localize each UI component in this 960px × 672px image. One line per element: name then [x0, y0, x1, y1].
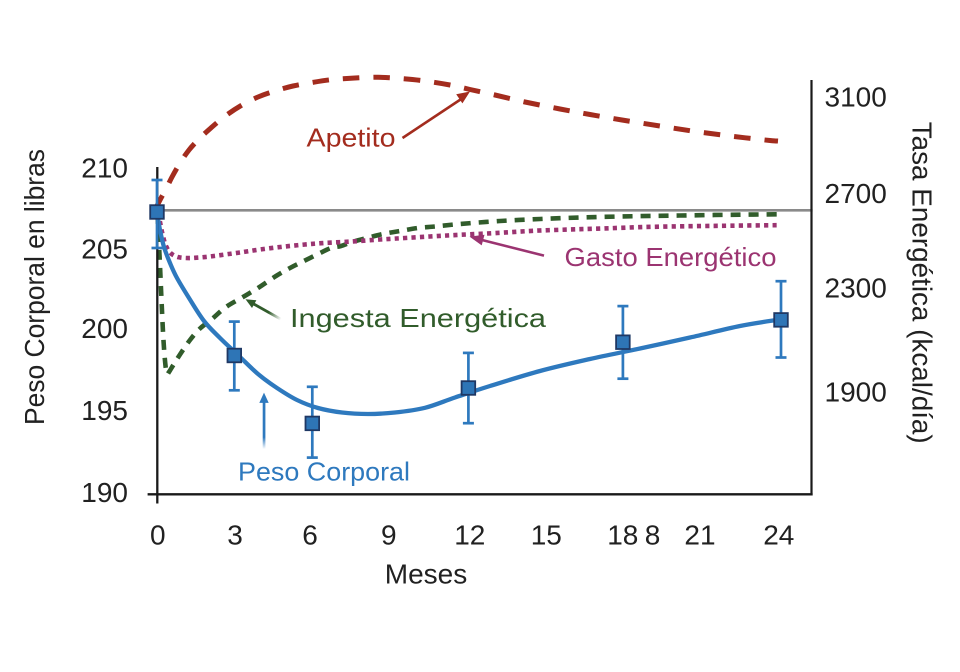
svg-text:2300: 2300: [825, 273, 887, 304]
svg-text:0: 0: [150, 519, 166, 550]
svg-text:9: 9: [381, 519, 397, 550]
svg-text:Peso Corporal: Peso Corporal: [238, 456, 410, 486]
svg-text:Meses: Meses: [385, 559, 467, 590]
svg-text:2700: 2700: [825, 178, 887, 209]
svg-text:Ingesta Energética: Ingesta Energética: [290, 303, 547, 333]
svg-text:Gasto Energético: Gasto Energético: [565, 242, 777, 272]
svg-text:Apetito: Apetito: [307, 122, 396, 152]
svg-text:200: 200: [81, 313, 128, 344]
svg-text:12: 12: [454, 519, 485, 550]
svg-text:18: 18: [607, 519, 638, 550]
svg-text:3: 3: [227, 519, 243, 550]
svg-text:205: 205: [81, 234, 128, 265]
svg-text:3100: 3100: [825, 82, 887, 113]
svg-text:15: 15: [531, 519, 562, 550]
svg-text:190: 190: [81, 477, 128, 508]
svg-text:195: 195: [81, 395, 128, 426]
svg-text:6: 6: [302, 519, 318, 550]
svg-text:24: 24: [763, 519, 794, 550]
svg-text:1900: 1900: [825, 377, 887, 408]
svg-text:Peso Corporal en libras: Peso Corporal en libras: [19, 149, 50, 425]
svg-text:8: 8: [645, 519, 661, 550]
svg-text:210: 210: [81, 153, 128, 184]
svg-text:21: 21: [684, 519, 715, 550]
svg-text:Tasa Energética (kcal/día): Tasa Energética (kcal/día): [907, 122, 938, 444]
